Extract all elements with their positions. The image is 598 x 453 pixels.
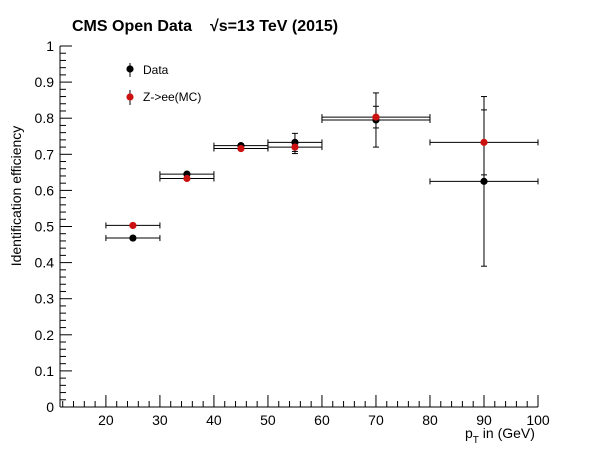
chart-energy-label: √s=13 TeV (2015) — [210, 18, 338, 35]
x-tick-label: 100 — [526, 412, 550, 428]
data-point — [237, 144, 245, 153]
chart-title: CMS Open Data — [72, 18, 192, 35]
legend: Data Z->ee(MC) — [126, 63, 201, 105]
x-axis-label: pT in (GeV) — [465, 425, 535, 446]
x-axis-label-rest: in (GeV) — [479, 425, 535, 441]
data-point — [480, 138, 488, 146]
y-tick-label: 0.1 — [35, 363, 55, 379]
x-tick-label: 20 — [98, 412, 114, 428]
data-point — [183, 174, 191, 183]
data-point — [372, 113, 380, 121]
legend-data-label: Data — [143, 63, 169, 77]
x-tick-label: 50 — [260, 412, 276, 428]
y-tick-label: 0.8 — [35, 110, 55, 126]
data-point — [291, 143, 299, 151]
legend-mc-label: Z->ee(MC) — [143, 90, 201, 104]
y-tick-label: 0.2 — [35, 327, 55, 343]
x-axis-label-sub: T — [473, 435, 479, 446]
y-tick-label: 0 — [46, 399, 54, 415]
data-point — [480, 177, 488, 185]
x-tick-label: 30 — [152, 412, 168, 428]
y-tick-label: 1 — [46, 38, 54, 54]
y-axis-label: Identification efficiency — [8, 126, 24, 267]
y-tick-label: 0.5 — [35, 219, 55, 235]
series-mc — [105, 105, 539, 230]
data-marks — [105, 92, 539, 267]
data-point — [129, 221, 137, 230]
legend-data-marker — [126, 65, 134, 73]
axis-ticks: 0 0.1 0.2 0.3 0.4 0.5 0.6 0.7 0.8 0.9 1 20 30 40 50 60 7… — [35, 38, 550, 428]
x-tick-label: 90 — [476, 412, 492, 428]
legend-mc-marker — [126, 93, 134, 101]
x-tick-label: 60 — [314, 412, 330, 428]
y-tick-label: 0.6 — [35, 182, 55, 198]
y-tick-label: 0.4 — [35, 255, 55, 271]
x-axis-label-main: p — [465, 425, 473, 441]
x-tick-label: 40 — [206, 412, 222, 428]
y-tick-label: 0.7 — [35, 146, 55, 162]
data-point — [129, 234, 137, 242]
x-tick-label: 70 — [368, 412, 384, 428]
y-tick-label: 0.3 — [35, 291, 55, 307]
y-tick-label: 0.9 — [35, 74, 55, 90]
x-tick-label: 80 — [422, 412, 438, 428]
